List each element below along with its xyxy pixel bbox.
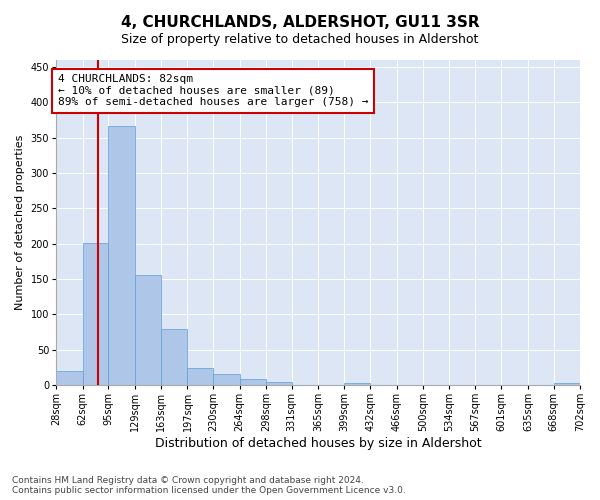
Bar bbox=[266, 382, 292, 385]
Text: Contains HM Land Registry data © Crown copyright and database right 2024.
Contai: Contains HM Land Registry data © Crown c… bbox=[12, 476, 406, 495]
Text: 4 CHURCHLANDS: 82sqm
← 10% of detached houses are smaller (89)
89% of semi-detac: 4 CHURCHLANDS: 82sqm ← 10% of detached h… bbox=[58, 74, 368, 108]
Bar bbox=[83, 243, 108, 385]
Bar bbox=[161, 330, 187, 385]
Bar bbox=[187, 368, 213, 385]
Bar bbox=[56, 371, 83, 385]
Bar bbox=[344, 383, 370, 385]
Bar bbox=[239, 380, 266, 385]
Bar bbox=[213, 374, 239, 385]
Bar bbox=[554, 383, 580, 385]
Text: 4, CHURCHLANDS, ALDERSHOT, GU11 3SR: 4, CHURCHLANDS, ALDERSHOT, GU11 3SR bbox=[121, 15, 479, 30]
X-axis label: Distribution of detached houses by size in Aldershot: Distribution of detached houses by size … bbox=[155, 437, 481, 450]
Y-axis label: Number of detached properties: Number of detached properties bbox=[15, 135, 25, 310]
Bar bbox=[134, 275, 161, 385]
Bar bbox=[108, 126, 134, 385]
Text: Size of property relative to detached houses in Aldershot: Size of property relative to detached ho… bbox=[121, 32, 479, 46]
